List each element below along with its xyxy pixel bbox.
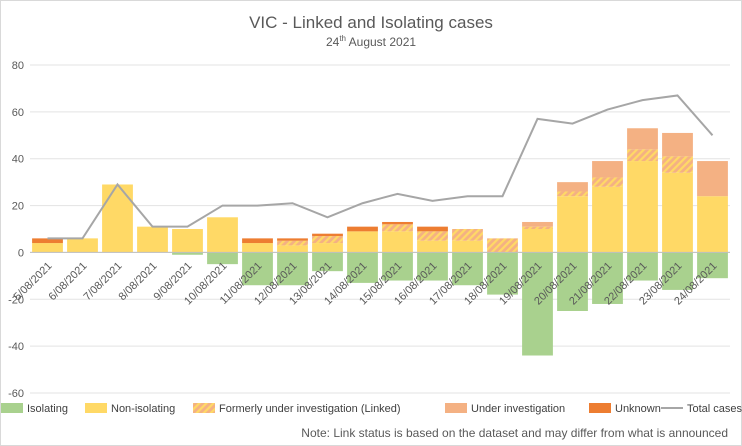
legend-swatch-non_isolating	[85, 403, 107, 413]
bar-under_investigation	[697, 161, 728, 197]
y-tick-label: -40	[8, 341, 24, 353]
legend-label-non_isolating: Non-isolating	[111, 403, 175, 415]
bar-formerly	[312, 236, 343, 244]
legend-swatch-isolating	[1, 403, 23, 413]
bar-isolating	[207, 252, 238, 265]
bar-under_investigation	[662, 132, 693, 157]
bar-non_isolating	[312, 243, 343, 253]
y-tick-label: -60	[8, 388, 24, 400]
y-tick-label: 20	[12, 201, 24, 213]
subtitle-superscript: th	[339, 34, 346, 43]
bar-non_isolating	[697, 196, 728, 253]
legend-swatch-unknown	[589, 403, 611, 413]
bar-isolating	[662, 252, 693, 290]
bar-isolating	[627, 252, 658, 281]
bar-unknown	[242, 238, 273, 244]
bar-unknown	[32, 238, 63, 244]
bar-unknown	[347, 226, 378, 232]
bar-unknown	[417, 226, 448, 232]
bar-under_investigation	[522, 221, 553, 227]
bar-non_isolating	[382, 231, 413, 253]
bar-unknown	[312, 233, 343, 237]
legend-label-under_investigation: Under investigation	[471, 403, 565, 415]
bar-isolating	[522, 252, 553, 356]
bar-formerly	[592, 177, 623, 187]
bar-formerly	[487, 238, 518, 253]
bar-formerly	[277, 240, 308, 246]
chart-subtitle: 24th August 2021	[326, 34, 416, 49]
bar-non_isolating	[137, 226, 168, 253]
bar-formerly	[522, 226, 553, 229]
bar-unknown	[382, 221, 413, 225]
legend-label-unknown: Unknown	[615, 403, 661, 415]
y-tick-label: 0	[18, 247, 24, 259]
y-tick-label: 80	[12, 60, 24, 72]
bar-isolating	[697, 252, 728, 279]
y-axis: -60 -40 -20 0 20 40 60 80	[8, 60, 24, 400]
legend: Isolating Non-isolating Formerly under inv…	[1, 403, 742, 415]
bar-non_isolating	[172, 229, 203, 253]
bar-non_isolating	[67, 238, 98, 253]
bar-isolating	[242, 252, 273, 286]
bar-non_isolating	[32, 243, 63, 253]
bar-isolating	[382, 252, 413, 281]
legend-swatch-formerly	[193, 403, 215, 413]
subtitle-month-year: August 2021	[346, 35, 416, 49]
y-tick-label: 40	[12, 154, 24, 166]
bar-isolating	[557, 252, 588, 311]
bar-isolating	[172, 252, 203, 255]
bar-non_isolating	[277, 245, 308, 253]
bar-non_isolating	[417, 240, 448, 253]
bar-non_isolating	[452, 240, 483, 253]
bar-formerly	[452, 229, 483, 241]
y-tick-label: -20	[8, 294, 24, 306]
bar-isolating	[347, 252, 378, 283]
bar-formerly	[417, 231, 448, 241]
bar-isolating	[592, 252, 623, 304]
bar-isolating	[277, 252, 308, 286]
bar-non_isolating	[557, 196, 588, 253]
bar-formerly	[627, 149, 658, 162]
bars	[32, 128, 728, 356]
legend-label-isolating: Isolating	[27, 403, 68, 415]
legend-label-formerly: Formerly under investigation (Linked)	[219, 403, 401, 415]
bar-under_investigation	[557, 182, 588, 192]
bar-formerly	[382, 224, 413, 232]
legend-swatch-under_investigation	[445, 403, 467, 413]
bar-non_isolating	[627, 161, 658, 253]
bar-non_isolating	[207, 217, 238, 253]
bar-non_isolating	[592, 186, 623, 253]
bar-unknown	[277, 238, 308, 241]
legend-label-total: Total cases	[687, 403, 742, 415]
bar-non_isolating	[242, 243, 273, 253]
total-cases-line	[47, 94, 714, 240]
y-tick-label: 60	[12, 107, 24, 119]
bar-isolating	[417, 252, 448, 281]
chart-title: VIC - Linked and Isolating cases	[249, 13, 493, 32]
bar-under_investigation	[592, 161, 623, 178]
bar-non_isolating	[522, 229, 553, 253]
bar-formerly	[662, 156, 693, 173]
bar-isolating	[312, 252, 343, 272]
footnote: Note: Link status is based on the datase…	[301, 426, 728, 440]
gridlines	[30, 64, 730, 394]
bar-non_isolating	[347, 231, 378, 253]
bar-non_isolating	[662, 172, 693, 253]
subtitle-day: 24	[326, 35, 340, 49]
bar-under_investigation	[627, 128, 658, 150]
bar-isolating	[452, 252, 483, 286]
bar-formerly	[557, 191, 588, 197]
bar-non_isolating	[102, 184, 133, 253]
bar-isolating	[487, 252, 518, 295]
